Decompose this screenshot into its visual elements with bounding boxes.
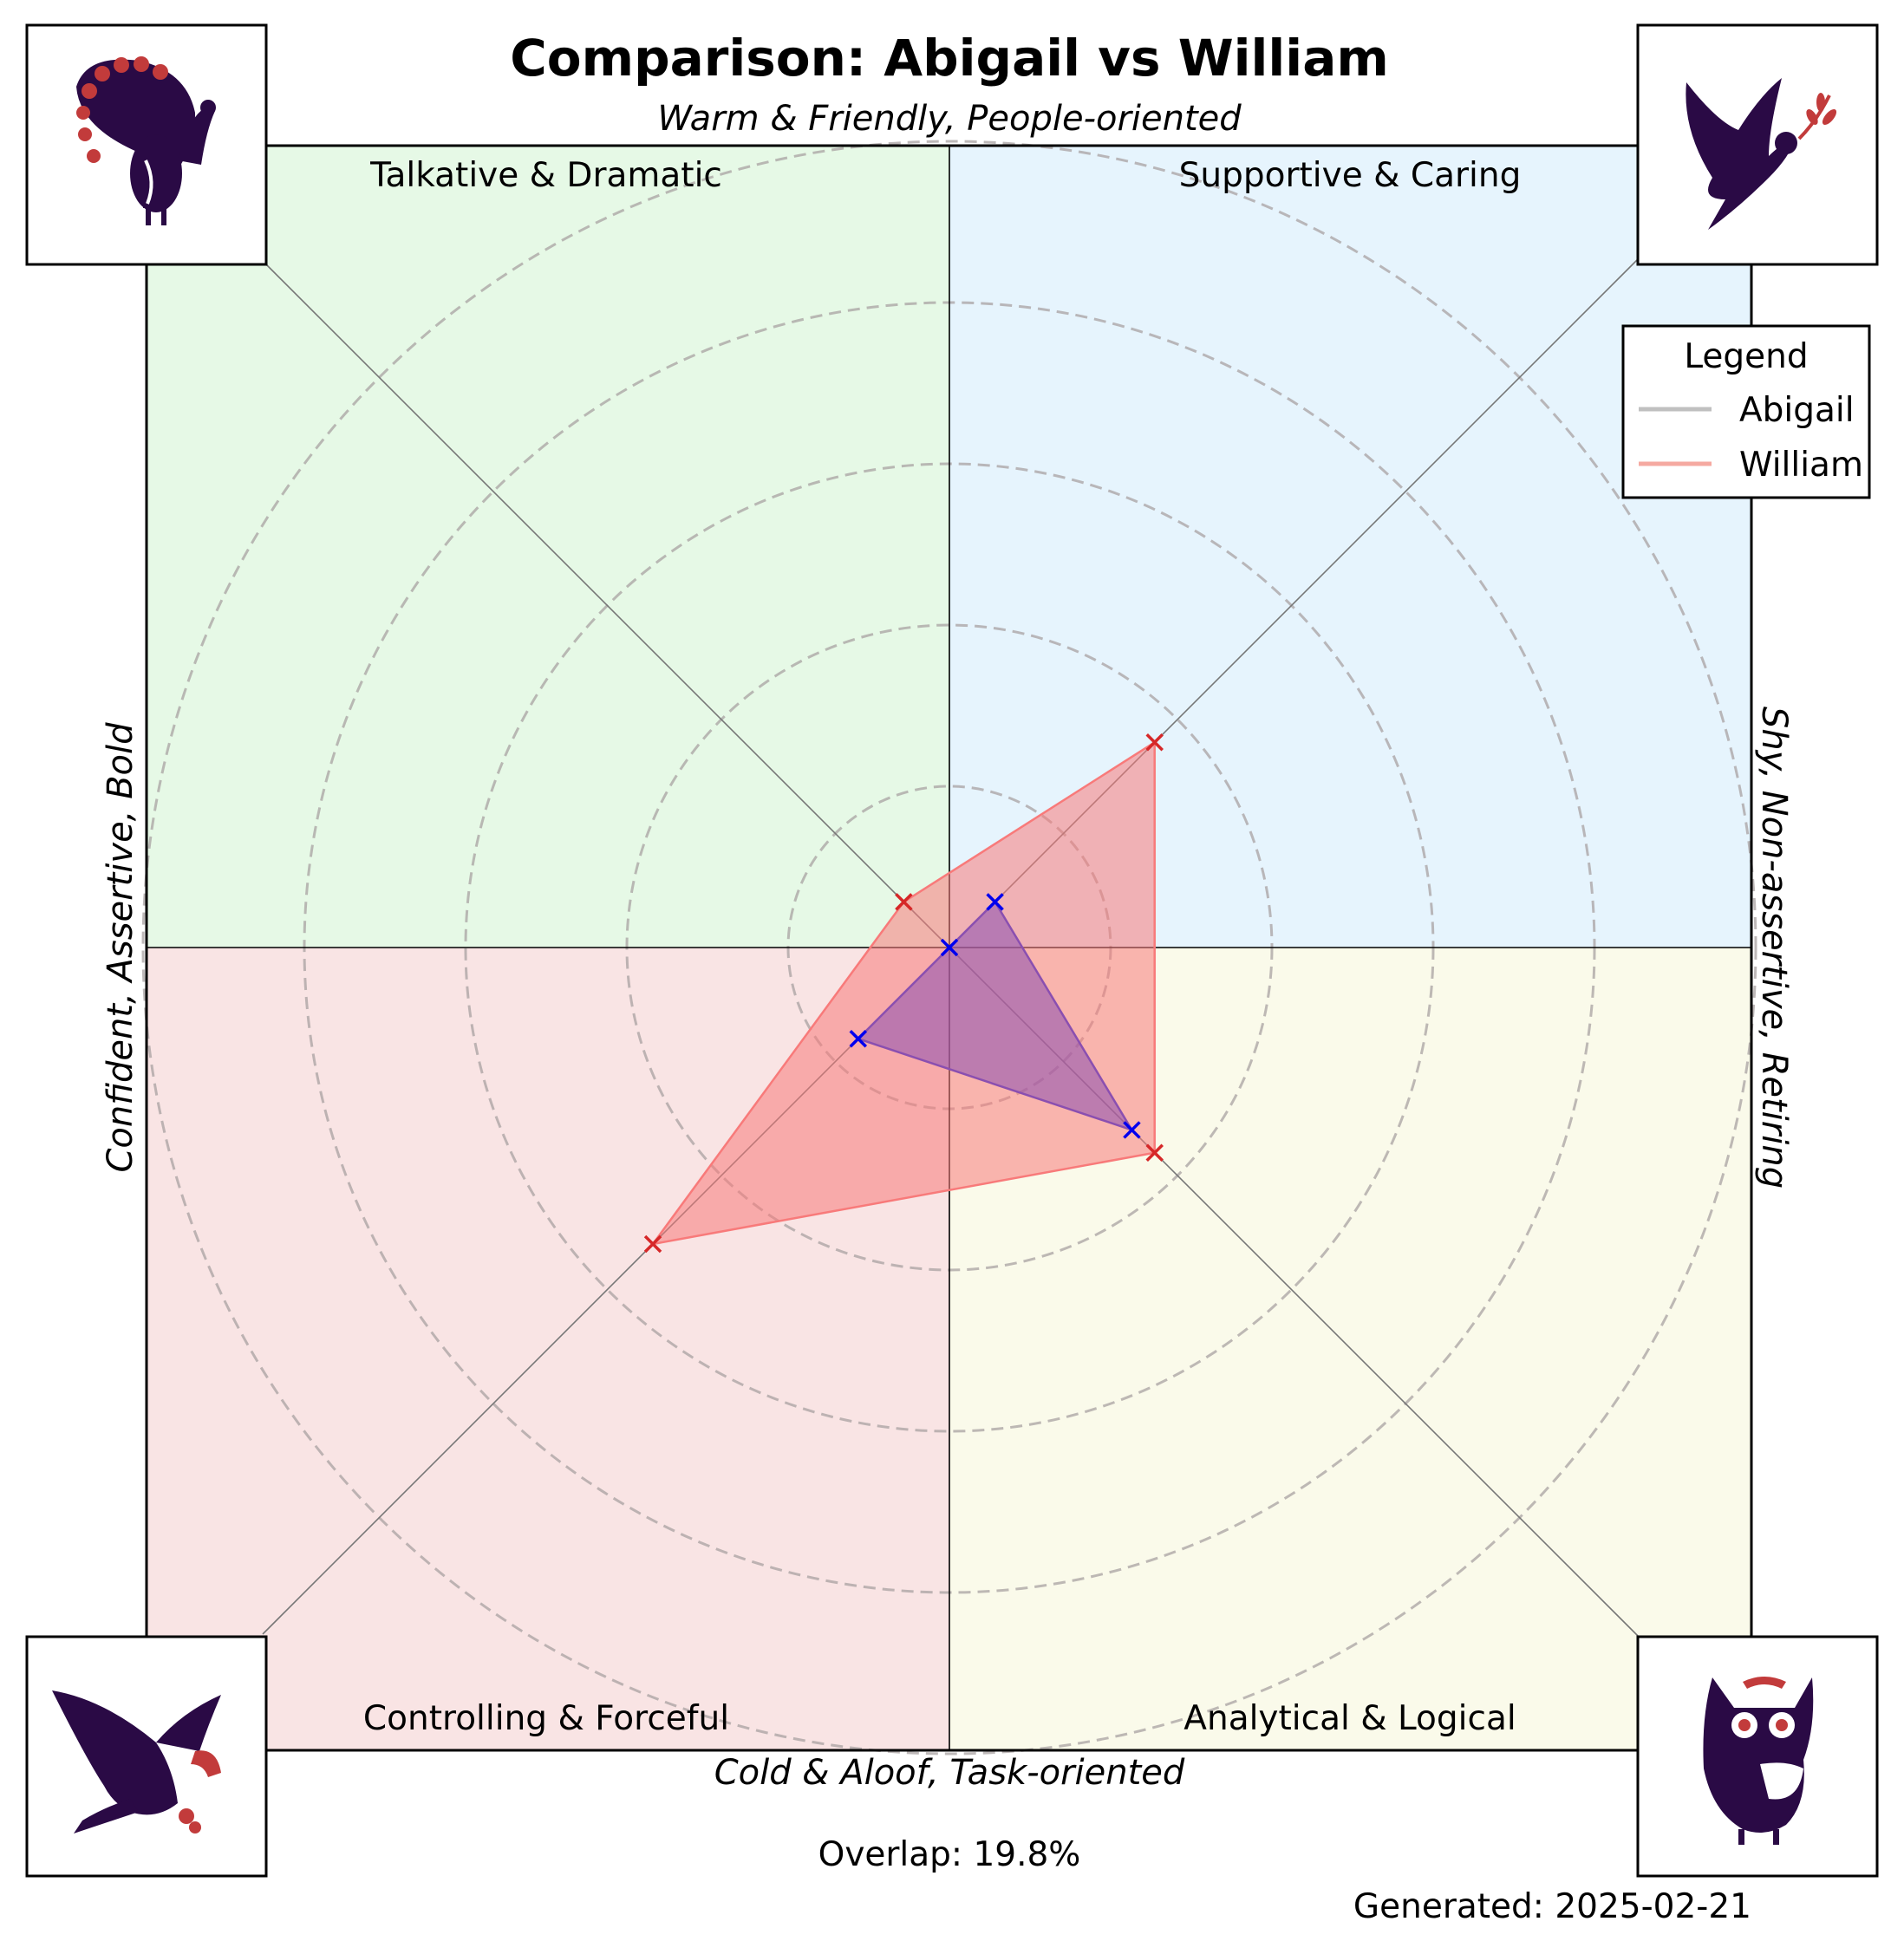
point-abigail-2 [1123, 1121, 1141, 1139]
peacock-icon [25, 23, 268, 266]
series-layer [643, 733, 1164, 1254]
plot-frame [145, 144, 1753, 1752]
point-william-2 [1145, 1143, 1164, 1162]
owl-icon [1636, 1635, 1879, 1878]
quadrant-label-top-left: Talkative & Dramatic [369, 156, 722, 195]
quadrant-label-bottom-left: Controlling & Forceful [363, 1699, 729, 1738]
axis-label-right: Shy, Non-assertive, Retiring [1754, 707, 1794, 1189]
legend-box [1621, 324, 1871, 499]
point-william-3 [643, 1234, 662, 1254]
point-william-1 [1145, 733, 1164, 752]
quadrant-label-top-right: Supportive & Caring [1179, 156, 1522, 195]
point-william-4 [895, 893, 913, 911]
grid-ring-5 [141, 140, 1757, 1755]
quadrant-label-bottom-right: Analytical & Logical [1183, 1699, 1516, 1738]
axis-label-bottom: Cold & Aloof, Task-oriented [714, 1753, 1185, 1793]
point-abigail-3 [849, 1029, 868, 1048]
legend: Legend Abigail William [1621, 324, 1871, 499]
generated-text: Generated: 2025-02-21 [1353, 1887, 1751, 1926]
legend-label-abigail: Abigail [1739, 391, 1855, 430]
point-abigail-1 [986, 893, 1004, 911]
axis-label-left: Confident, Assertive, Bold [101, 722, 140, 1173]
legend-label-william: William [1739, 446, 1863, 485]
legend-title: Legend [1684, 337, 1808, 376]
overlap-text: Overlap: 19.8% [818, 1835, 1081, 1874]
eagle-icon [25, 1635, 268, 1878]
chart-title: Comparison: Abigail vs William [510, 29, 1389, 88]
dove-icon [1636, 23, 1879, 266]
point-abigail-4 [940, 938, 959, 957]
axis-label-top: Warm & Friendly, People-oriented [657, 99, 1242, 139]
diagonal-tl [257, 255, 950, 948]
